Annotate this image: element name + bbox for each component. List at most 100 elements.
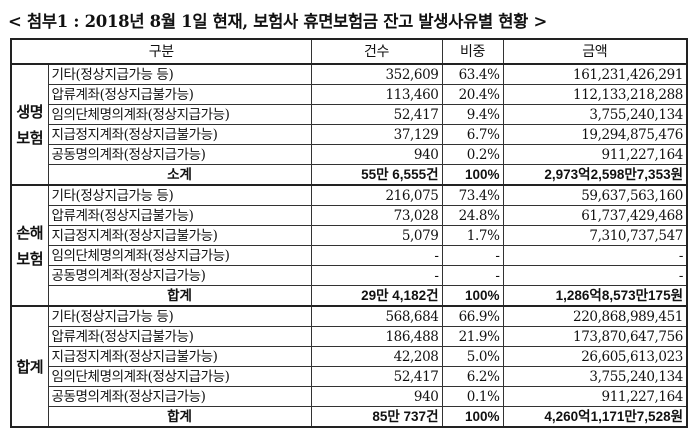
total-amount: 2,973억2,598만7,353원 xyxy=(502,164,688,186)
header-amount: 금액 xyxy=(502,38,688,65)
row-count: 216,075 xyxy=(310,184,443,206)
row-ratio: 5.0% xyxy=(441,346,504,367)
row-label: 임의단체명의계좌(정상지급가능) xyxy=(47,366,312,387)
table-row: 공동명의계좌(정상지급가능) 940 0.2% 911,227,164 xyxy=(11,144,688,165)
row-amount: 220,868,989,451 xyxy=(502,305,688,327)
total-label: 소계 xyxy=(47,164,312,186)
header-count: 건수 xyxy=(310,38,443,65)
row-amount: 59,637,563,160 xyxy=(502,184,688,206)
total-ratio: 100% xyxy=(441,285,504,307)
row-count: 940 xyxy=(310,144,443,165)
row-label: 기타(정상지급가능 등) xyxy=(47,63,312,85)
total-label: 합계 xyxy=(47,285,312,307)
row-label: 지급정지계좌(정상지급불가능) xyxy=(47,124,312,145)
dormant-insurance-table: 구분 건수 비중 금액 생명보험 기타(정상지급가능 등) 352,609 63.4%… xyxy=(10,38,688,428)
group-label: 생명보험 xyxy=(10,63,49,186)
row-ratio: 0.1% xyxy=(441,386,504,407)
row-amount: 19,294,875,476 xyxy=(502,124,688,145)
row-label: 기타(정상지급가능 등) xyxy=(47,305,312,327)
table-row: 임의단체명의계좌(정상지급가능) 52,417 9.4% 3,755,240,134 xyxy=(11,104,688,125)
row-amount: 911,227,164 xyxy=(502,144,688,165)
row-label: 공동명의계좌(정상지급가능) xyxy=(47,144,312,165)
row-amount: - xyxy=(502,245,688,266)
group-label: 손해보험 xyxy=(10,184,49,307)
total-row: 합계 85만 737건 100% 4,260억1,171만7,528원 xyxy=(11,406,688,428)
row-count: 113,460 xyxy=(310,84,443,105)
row-ratio: 73.4% xyxy=(441,184,504,206)
total-amount: 4,260억1,171만7,528원 xyxy=(502,406,688,428)
row-count: 37,129 xyxy=(310,124,443,145)
row-ratio: 9.4% xyxy=(441,104,504,125)
row-ratio: - xyxy=(441,245,504,266)
header-ratio: 비중 xyxy=(441,38,504,65)
row-amount: 112,133,218,288 xyxy=(502,84,688,105)
row-count: 568,684 xyxy=(310,305,443,327)
table-row: 지급정지계좌(정상지급불가능) 5,079 1.7% 7,310,737,547 xyxy=(11,225,688,246)
table-row: 지급정지계좌(정상지급불가능) 42,208 5.0% 26,605,613,023 xyxy=(11,346,688,367)
row-count: 73,028 xyxy=(310,205,443,226)
row-count: - xyxy=(310,265,443,286)
total-row: 합계 29만 4,182건 100% 1,286억8,573만175원 xyxy=(11,285,688,307)
table-row: 공동명의계좌(정상지급가능) 940 0.1% 911,227,164 xyxy=(11,386,688,407)
row-amount: 26,605,613,023 xyxy=(502,346,688,367)
row-ratio: 20.4% xyxy=(441,84,504,105)
row-ratio: 66.9% xyxy=(441,305,504,327)
row-count: 352,609 xyxy=(310,63,443,85)
table-row: 지급정지계좌(정상지급불가능) 37,129 6.7% 19,294,875,476 xyxy=(11,124,688,145)
row-ratio: 24.8% xyxy=(441,205,504,226)
table-row: 압류계좌(정상지급불가능) 186,488 21.9% 173,870,647,756 xyxy=(11,326,688,347)
group-label: 합계 xyxy=(10,305,49,428)
total-ratio: 100% xyxy=(441,406,504,428)
row-label: 지급정지계좌(정상지급불가능) xyxy=(47,225,312,246)
table-row: 임의단체명의계좌(정상지급가능) 52,417 6.2% 3,755,240,134 xyxy=(11,366,688,387)
row-ratio: 1.7% xyxy=(441,225,504,246)
row-label: 공동명의계좌(정상지급가능) xyxy=(47,386,312,407)
row-amount: 3,755,240,134 xyxy=(502,104,688,125)
row-amount: 911,227,164 xyxy=(502,386,688,407)
row-ratio: 63.4% xyxy=(441,63,504,85)
total-count: 85만 737건 xyxy=(310,406,443,428)
table-row: 임의단체명의계좌(정상지급가능) - - - xyxy=(11,245,688,266)
row-label: 임의단체명의계좌(정상지급가능) xyxy=(47,245,312,266)
table-row: 압류계좌(정상지급불가능) 73,028 24.8% 61,737,429,468 xyxy=(11,205,688,226)
row-label: 임의단체명의계좌(정상지급가능) xyxy=(47,104,312,125)
row-label: 압류계좌(정상지급불가능) xyxy=(47,205,312,226)
table-row: 생명보험 기타(정상지급가능 등) 352,609 63.4% 161,231,426,… xyxy=(10,63,688,186)
row-label: 공동명의계좌(정상지급가능) xyxy=(47,265,312,286)
row-label: 기타(정상지급가능 등) xyxy=(47,184,312,206)
row-amount: 3,755,240,134 xyxy=(502,366,688,387)
total-label: 합계 xyxy=(47,406,312,428)
table-row: 합계 기타(정상지급가능 등) 568,684 66.9% 220,868,989,45… xyxy=(10,305,688,428)
row-label: 지급정지계좌(정상지급불가능) xyxy=(47,346,312,367)
row-amount: 7,310,737,547 xyxy=(502,225,688,246)
row-count: 5,079 xyxy=(310,225,443,246)
row-label: 압류계좌(정상지급불가능) xyxy=(47,84,312,105)
total-count: 29만 4,182건 xyxy=(310,285,443,307)
row-label: 압류계좌(정상지급불가능) xyxy=(47,326,312,347)
header-category: 구분 xyxy=(10,38,312,65)
document-title: < 첨부1 : 2018년 8월 1일 현재, 보험사 휴면보험금 잔고 발생사… xyxy=(8,12,548,31)
total-ratio: 100% xyxy=(441,164,504,186)
row-count: 186,488 xyxy=(310,326,443,347)
row-amount: 61,737,429,468 xyxy=(502,205,688,226)
total-amount: 1,286억8,573만175원 xyxy=(502,285,688,307)
row-ratio: 21.9% xyxy=(441,326,504,347)
header-row: 구분 건수 비중 금액 xyxy=(10,38,688,65)
row-ratio: 0.2% xyxy=(441,144,504,165)
total-row: 소계 55만 6,555건 100% 2,973억2,598만7,353원 xyxy=(11,164,688,186)
row-amount: 173,870,647,756 xyxy=(502,326,688,347)
row-count: - xyxy=(310,245,443,266)
table-row: 손해보험 기타(정상지급가능 등) 216,075 73.4% 59,637,563,1… xyxy=(10,184,688,307)
row-count: 42,208 xyxy=(310,346,443,367)
row-count: 52,417 xyxy=(310,366,443,387)
total-count: 55만 6,555건 xyxy=(310,164,443,186)
table-row: 압류계좌(정상지급불가능) 113,460 20.4% 112,133,218,288 xyxy=(11,84,688,105)
table-row: 공동명의계좌(정상지급가능) - - - xyxy=(11,265,688,286)
row-count: 52,417 xyxy=(310,104,443,125)
row-amount: 161,231,426,291 xyxy=(502,63,688,85)
row-count: 940 xyxy=(310,386,443,407)
row-ratio: 6.7% xyxy=(441,124,504,145)
row-amount: - xyxy=(502,265,688,286)
row-ratio: 6.2% xyxy=(441,366,504,387)
row-ratio: - xyxy=(441,265,504,286)
